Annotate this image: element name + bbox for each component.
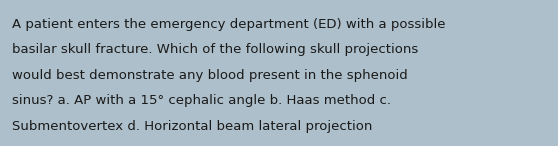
Text: Submentovertex d. Horizontal beam lateral projection: Submentovertex d. Horizontal beam latera…	[12, 120, 373, 133]
Text: basilar skull fracture. Which of the following skull projections: basilar skull fracture. Which of the fol…	[12, 43, 418, 56]
Text: A patient enters the emergency department (ED) with a possible: A patient enters the emergency departmen…	[12, 18, 446, 31]
Text: would best demonstrate any blood present in the sphenoid: would best demonstrate any blood present…	[12, 69, 408, 82]
Text: sinus? a. AP with a 15° cephalic angle b. Haas method c.: sinus? a. AP with a 15° cephalic angle b…	[12, 94, 391, 107]
